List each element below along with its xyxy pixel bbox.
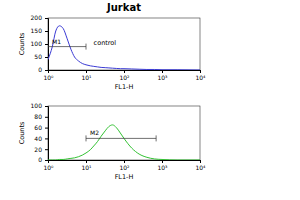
y-tick-mark xyxy=(45,31,48,32)
x-tick-label: 10¹ xyxy=(81,164,92,171)
y-axis-title: Counts xyxy=(18,121,26,144)
gate-end xyxy=(86,135,87,141)
y-tick-mark xyxy=(45,128,48,129)
gate-end xyxy=(86,44,87,50)
x-tick-label: 10⁴ xyxy=(195,74,206,81)
y-tick-mark xyxy=(45,57,48,58)
gate-label: M1 xyxy=(52,38,61,45)
y-axis-title: Counts xyxy=(18,32,26,55)
gate-bar xyxy=(86,138,156,139)
y-tick-mark xyxy=(45,160,48,161)
title: Jurkat xyxy=(106,2,141,13)
gate-bar xyxy=(48,46,86,47)
x-tick-label: 10⁰ xyxy=(43,164,54,171)
y-tick-label: 150 xyxy=(31,27,43,34)
y-tick: 100 xyxy=(31,102,48,109)
x-tick-mark xyxy=(200,70,201,73)
y-tick-label: 50 xyxy=(34,53,42,60)
x-axis-line xyxy=(49,71,201,74)
x-tick-label: 10³ xyxy=(157,164,168,171)
y-tick: 150 xyxy=(31,27,48,34)
y-tick-label: 20 xyxy=(34,146,42,153)
y-axis: 0 20 40 60 80 100 xyxy=(31,102,49,163)
y-tick-label: 60 xyxy=(34,124,42,131)
figure: Jurkat10⁰10¹10²10³10⁴050100150200FL1-HCo… xyxy=(0,0,300,200)
y-axis: 0 50 100 150 200 xyxy=(31,14,49,73)
x-tick: 10³ xyxy=(157,160,168,171)
x-tick-mark xyxy=(162,160,163,163)
y-tick: 0 xyxy=(38,156,48,163)
panel: 10⁰ 10¹ 10² 10³ 10⁴ 0 50 100 150 200 FL1-H Counts M1… xyxy=(18,14,206,91)
y-tick-mark xyxy=(45,70,48,71)
x-tick-label: 10² xyxy=(119,74,130,81)
x-tick: 10⁴ xyxy=(195,70,206,81)
annotation: control xyxy=(94,39,117,47)
y-tick: 200 xyxy=(31,14,48,21)
x-tick-label: 10¹ xyxy=(81,74,92,81)
plot-frame xyxy=(48,106,200,160)
y-tick-label: 40 xyxy=(34,135,42,142)
x-tick: 10⁰ xyxy=(43,70,54,81)
x-tick-label: 10³ xyxy=(157,74,168,81)
x-tick-label: 10² xyxy=(119,164,130,171)
y-tick: 20 xyxy=(34,146,48,153)
x-tick-label: 10⁰ xyxy=(43,74,54,81)
x-tick-mark xyxy=(124,70,125,73)
y-tick: 50 xyxy=(34,53,48,60)
plot-area xyxy=(48,26,200,70)
x-tick: 10² xyxy=(119,160,130,171)
x-tick-mark xyxy=(86,70,87,73)
x-tick-mark xyxy=(162,70,163,73)
x-axis-title: FL1-H xyxy=(115,173,134,181)
x-tick-mark xyxy=(124,160,125,163)
x-axis-line xyxy=(49,161,201,164)
y-tick: 60 xyxy=(34,124,48,131)
x-tick: 10³ xyxy=(157,70,168,81)
x-tick: 10⁴ xyxy=(195,160,206,171)
x-axis-title: FL1-H xyxy=(115,83,134,91)
x-tick-mark xyxy=(200,160,201,163)
y-tick-label: 200 xyxy=(31,14,43,21)
y-tick: 0 xyxy=(38,66,48,73)
y-axis-line xyxy=(45,19,49,71)
y-axis-line xyxy=(45,107,49,161)
x-tick: 10² xyxy=(119,70,130,81)
y-tick-label: 0 xyxy=(38,156,42,163)
histogram-line xyxy=(48,125,200,160)
y-tick-mark xyxy=(45,149,48,150)
y-tick-label: 0 xyxy=(38,66,42,73)
y-tick: 40 xyxy=(34,135,48,142)
plot-area xyxy=(48,125,200,160)
panel: 10⁰ 10¹ 10² 10³ 10⁴ 0 20 40 60 80 100 FL1-H Counts M2 xyxy=(18,102,206,181)
gate-label: M2 xyxy=(90,129,99,136)
x-tick: 10¹ xyxy=(81,160,92,171)
plot-frame xyxy=(48,18,200,70)
histogram-line xyxy=(48,26,200,70)
y-tick: 100 xyxy=(31,40,48,47)
y-tick-mark xyxy=(45,18,48,19)
x-tick-mark xyxy=(86,160,87,163)
y-tick-label: 100 xyxy=(31,40,43,47)
gate-end xyxy=(156,135,157,141)
x-tick: 10¹ xyxy=(81,70,92,81)
y-tick-mark xyxy=(45,44,48,45)
x-axis: 10⁰ 10¹ 10² 10³ 10⁴ xyxy=(43,70,206,81)
gate-end xyxy=(48,44,49,50)
x-tick: 10⁰ xyxy=(43,160,54,171)
y-tick-mark xyxy=(45,117,48,118)
y-tick-label: 80 xyxy=(34,113,42,120)
y-tick-label: 100 xyxy=(31,102,43,109)
y-tick-mark xyxy=(45,138,48,139)
y-tick-mark xyxy=(45,106,48,107)
x-axis: 10⁰ 10¹ 10² 10³ 10⁴ xyxy=(43,160,206,171)
x-tick-label: 10⁴ xyxy=(195,164,206,171)
y-tick: 80 xyxy=(34,113,48,120)
